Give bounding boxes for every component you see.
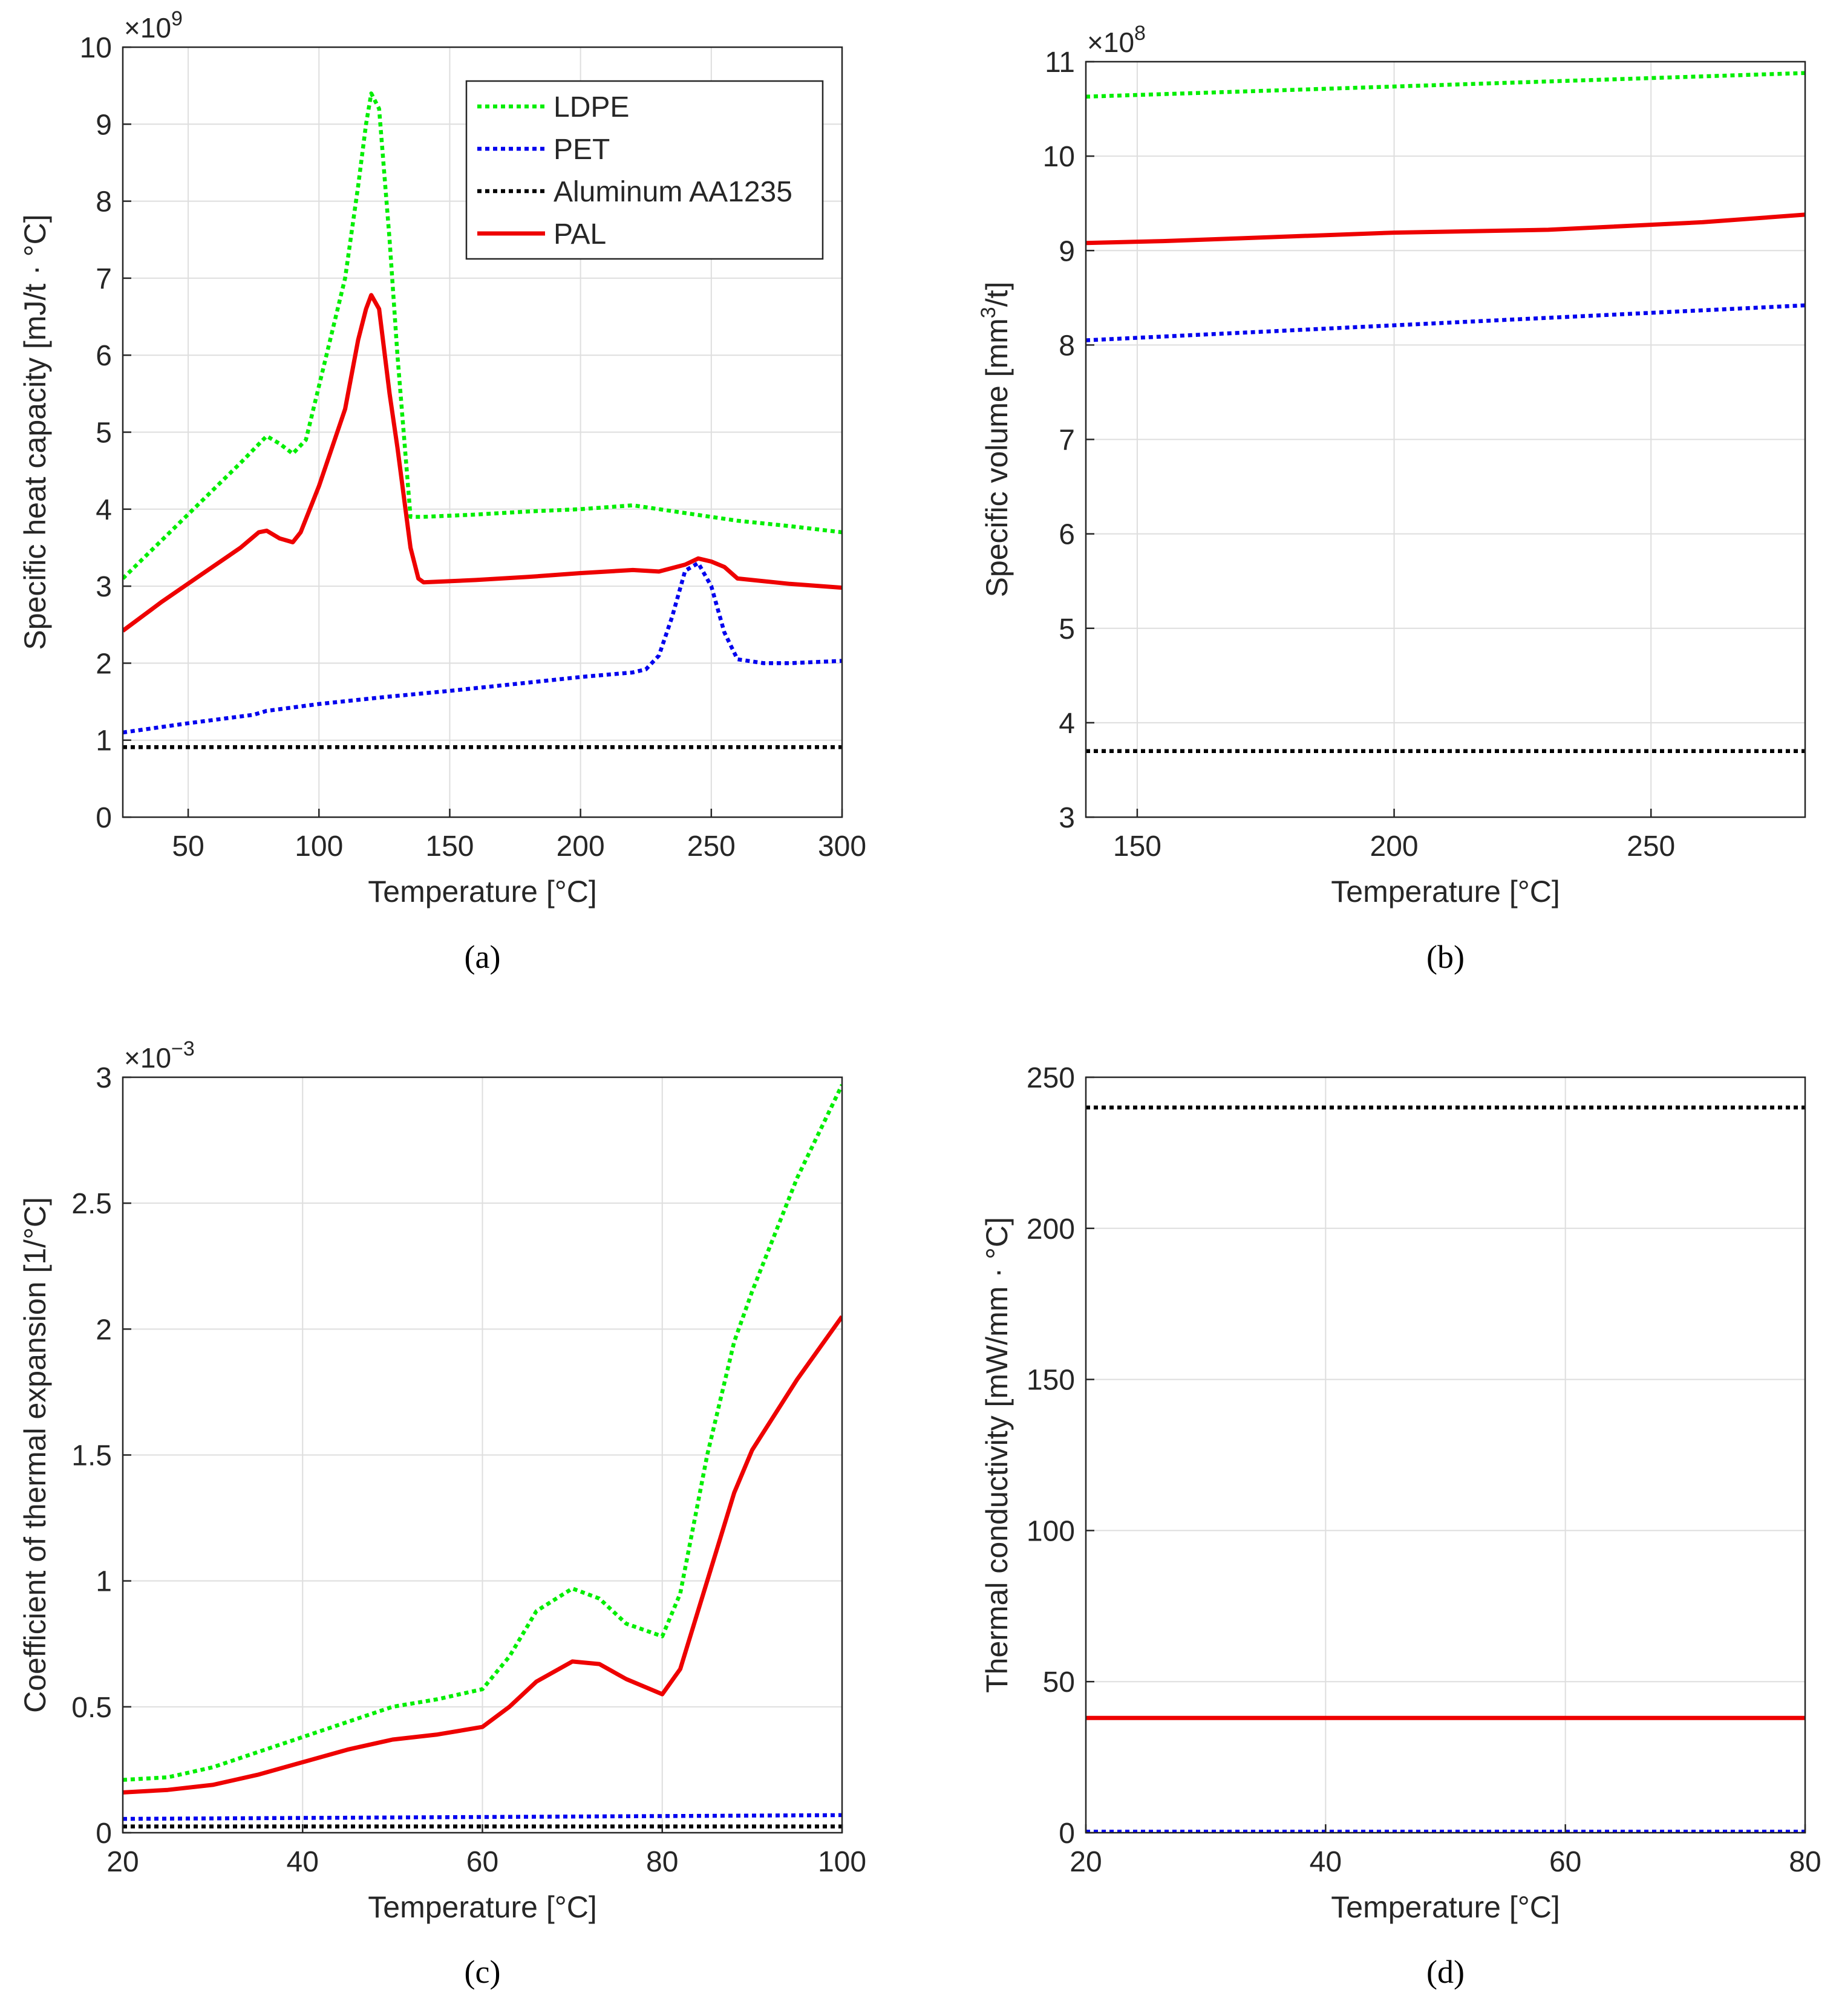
panel-c-xtick-label: 20: [106, 1846, 139, 1878]
panel-c-ytick-label: 1.5: [71, 1440, 112, 1472]
panel-a-ytick-label: 9: [96, 109, 112, 141]
panel-a-xlabel: Temperature [°C]: [368, 875, 596, 909]
panel-a-legend-label: PET: [554, 134, 610, 166]
panel-a-ytick-label: 2: [96, 648, 112, 680]
panel-b-ytick-label: 7: [1059, 425, 1075, 457]
panel-b-ytick-label: 4: [1059, 708, 1075, 740]
panel-c-xtick-label: 40: [287, 1846, 319, 1878]
panel-a-xtick-label: 50: [172, 830, 204, 863]
panel-b-ytick-label: 11: [1045, 47, 1075, 79]
panel-c-xtick-label: 60: [466, 1846, 498, 1878]
panel-a-ylabel: Specific heat capacity [mJ/t · °C]: [18, 214, 52, 650]
panel-b-series-1: [1086, 71, 1805, 99]
panel-c-exponent: ×10−3: [124, 1037, 195, 1074]
panel-c-xlabel: Temperature [°C]: [368, 1890, 596, 1924]
panel-a-exponent: ×109: [124, 7, 183, 44]
panel-b-ytick-label: 5: [1059, 613, 1075, 645]
panel-b-ytick-label: 9: [1059, 235, 1075, 267]
panel-d-ytick-label: 50: [1043, 1666, 1075, 1698]
panel-c-chart: 20 40 60 80 100 0 0.5 1 1.5 2 2.5 3 ×10−3 Temperatu…: [18, 1037, 866, 1990]
panel-a-ytick-label: 8: [96, 186, 112, 218]
panel-d-xtick-label: 80: [1789, 1846, 1821, 1878]
panel-a-ytick-label: 6: [96, 340, 112, 372]
panel-a-series-pal: [123, 293, 842, 633]
panel-a-ytick-label: 0: [96, 802, 112, 834]
panel-c-series-3: [123, 1813, 842, 1821]
panel-d-ytick-label: 100: [1027, 1515, 1075, 1547]
panel-d-ytick-label: 0: [1059, 1818, 1075, 1850]
panel-b-ytick-label: 3: [1059, 802, 1075, 834]
panel-a-caption: (a): [465, 939, 501, 975]
panel-c-ytick-label: 0: [96, 1818, 112, 1850]
panel-c-ytick-label: 2: [96, 1314, 112, 1346]
panel-b-xlabel: Temperature [°C]: [1331, 875, 1560, 909]
panel-c-caption: (c): [465, 1954, 501, 1990]
panel-a-ytick-label: 3: [96, 571, 112, 603]
panel-a-ytick-label: 1: [96, 725, 112, 757]
panel-b-xtick-label: 150: [1113, 830, 1161, 863]
panel-d-ylabel: Thermal conductivity [mW/mm · °C]: [980, 1217, 1014, 1693]
panel-d-chart: 20 40 60 80 0 50 100 150 200 250 Temperature [°C]…: [980, 1062, 1821, 1990]
panel-c-ytick-label: 1: [96, 1566, 112, 1598]
panel-c-ytick-label: 2.5: [71, 1188, 112, 1220]
panel-b-series-3: [1086, 303, 1805, 342]
panel-d-caption: (d): [1426, 1954, 1465, 1990]
panel-a-legend-label: LDPE: [554, 91, 629, 123]
panel-b-xtick-label: 250: [1627, 830, 1675, 863]
panel-b-ytick-label: 6: [1059, 519, 1075, 551]
panel-a-ytick-label: 4: [96, 494, 112, 526]
panel-b-exponent: ×108: [1087, 22, 1146, 58]
panel-b-xtick-label: 200: [1370, 830, 1419, 863]
panel-d-ytick-label: 150: [1027, 1365, 1075, 1397]
panel-d-ytick-label: 200: [1027, 1213, 1075, 1245]
panel-a-xtick-label: 150: [425, 830, 474, 863]
panel-a-legend-label: Aluminum AA1235: [554, 176, 792, 208]
panel-a-ytick-label: 10: [80, 32, 112, 64]
panel-c-xtick-label: 80: [646, 1846, 678, 1878]
panel-a-legend-box: [465, 80, 824, 260]
panel-c-ytick-label: 3: [96, 1062, 112, 1094]
panel-a-xtick-label: 100: [295, 830, 343, 863]
panel-d-xtick-label: 60: [1549, 1846, 1581, 1878]
panel-b-ylabel: Specific volume [mm3/t]: [977, 282, 1014, 598]
panel-c-series-2: [123, 1315, 842, 1795]
panel-a-legend-label: PAL: [554, 218, 606, 250]
panel-b-chart: 150 200 250 3 4 5 6 7 8 9 10 11 ×108 Temperature [°…: [977, 22, 1806, 975]
panel-d-xlabel: Temperature [°C]: [1331, 1890, 1560, 1924]
panel-b-caption: (b): [1426, 939, 1465, 975]
panel-a-xtick-label: 200: [557, 830, 605, 863]
panel-b-ytick-label: 10: [1043, 141, 1075, 173]
panel-a-legend: LDPE PET Aluminum AA1235 PAL: [465, 80, 824, 260]
panel-a-ytick-label: 7: [96, 263, 112, 295]
panel-a-xtick-label: 300: [818, 830, 866, 863]
panel-a-ytick-label: 5: [96, 417, 112, 449]
panel-c-xtick-label: 100: [818, 1846, 866, 1878]
panel-a-series-ldpe: [123, 91, 842, 580]
panel-c-ylabel: Coefficient of thermal expansion [1/°C]: [18, 1197, 52, 1713]
panel-a-chart: 50 100 150 200 250 300 0 1 2 3 4 5 6 7 8 9 10 ×109 Tempe…: [18, 7, 866, 975]
panel-d-axes-frame: [1085, 1076, 1806, 1834]
panel-c-ytick-label: 0.5: [71, 1692, 112, 1724]
panel-c-series-1: [123, 1084, 842, 1782]
panel-d-xtick-label: 20: [1070, 1846, 1102, 1878]
panel-a-series-pet: [123, 561, 842, 735]
panel-d-xtick-label: 40: [1310, 1846, 1342, 1878]
panel-b-ytick-label: 8: [1059, 330, 1075, 362]
panel-a-xtick-label: 250: [687, 830, 736, 863]
panel-d-ytick-label: 250: [1027, 1062, 1075, 1094]
panel-b-series-2: [1086, 212, 1805, 246]
